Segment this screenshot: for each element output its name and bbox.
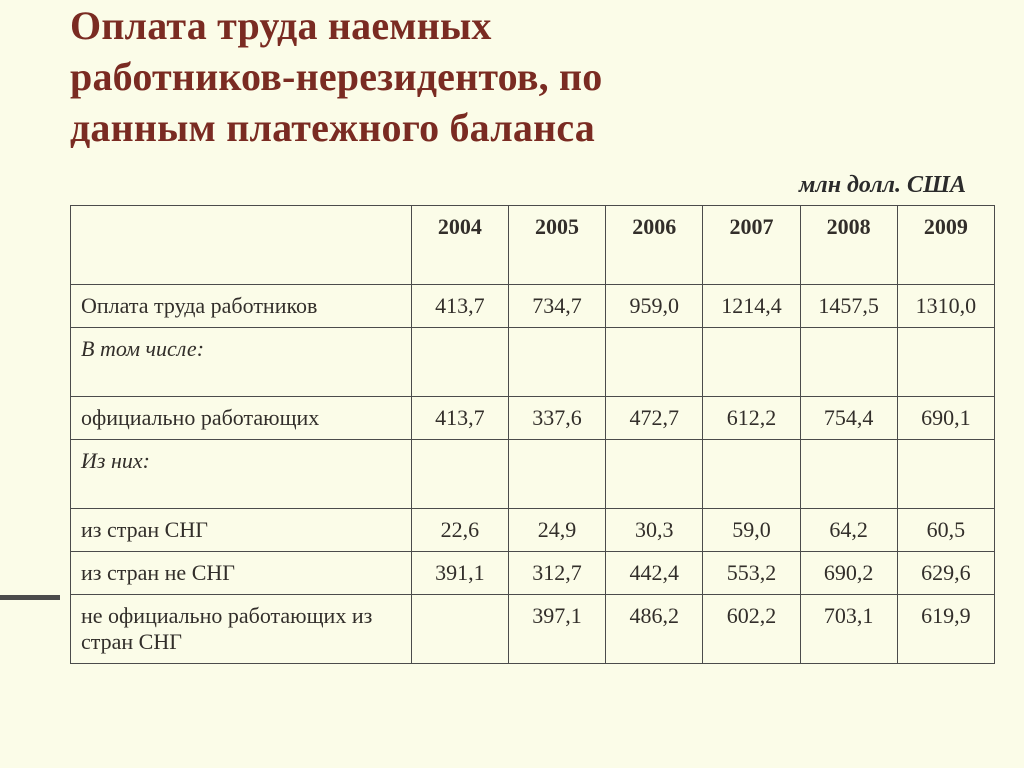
col-2006: 2006 [606,205,703,284]
cell-value [508,439,605,508]
cell-value: 1214,4 [703,284,800,327]
cell-value [800,327,897,396]
col-2009: 2009 [897,205,994,284]
col-2005: 2005 [508,205,605,284]
cell-value: 690,1 [897,396,994,439]
col-2008: 2008 [800,205,897,284]
cell-value: 612,2 [703,396,800,439]
cell-value: 337,6 [508,396,605,439]
cell-value: 60,5 [897,508,994,551]
cell-value: 472,7 [606,396,703,439]
slide: Оплата труда наемных работников-нерезиде… [0,0,1024,768]
title-line-3: данным платежного баланса [70,105,595,150]
header-blank [71,205,412,284]
cell-value: 734,7 [508,284,605,327]
cell-value [703,327,800,396]
cell-value: 703,1 [800,594,897,663]
cell-value: 486,2 [606,594,703,663]
cell-value: 391,1 [411,551,508,594]
cell-value: 442,4 [606,551,703,594]
header-row: 2004 2005 2006 2007 2008 2009 [71,205,995,284]
table-row: из стран СНГ22,624,930,359,064,260,5 [71,508,995,551]
cell-value [897,439,994,508]
table-row: не официально работающих из стран СНГ 397… [71,594,995,663]
cell-value: 619,9 [897,594,994,663]
row-label: Из них: [71,439,412,508]
table-row: Оплата труда работников413,7734,7959,012… [71,284,995,327]
cell-value: 397,1 [508,594,605,663]
slide-title: Оплата труда наемных работников-нерезиде… [70,0,1000,154]
table-row: Из них: [71,439,995,508]
cell-value [508,327,605,396]
row-label: официально работающих [71,396,412,439]
cell-value: 413,7 [411,284,508,327]
cell-value: 754,4 [800,396,897,439]
cell-value: 22,6 [411,508,508,551]
title-line-1: Оплата труда наемных [70,3,492,48]
cell-value: 1457,5 [800,284,897,327]
cell-value [411,327,508,396]
cell-value: 312,7 [508,551,605,594]
cell-value [897,327,994,396]
cell-value: 690,2 [800,551,897,594]
title-line-2: работников-нерезидентов, по [70,54,603,99]
data-table: 2004 2005 2006 2007 2008 2009 Оплата тру… [70,205,995,664]
accent-line [0,595,60,600]
cell-value: 24,9 [508,508,605,551]
row-label: из стран не СНГ [71,551,412,594]
cell-value [411,594,508,663]
cell-value: 1310,0 [897,284,994,327]
table-row: официально работающих413,7337,6472,7612,… [71,396,995,439]
cell-value: 64,2 [800,508,897,551]
cell-value: 629,6 [897,551,994,594]
table-row: В том числе: [71,327,995,396]
unit-label: млн долл. США [70,172,1000,199]
table-body: Оплата труда работников413,7734,7959,012… [71,284,995,663]
row-label: не официально работающих из стран СНГ [71,594,412,663]
cell-value [606,439,703,508]
table-row: из стран не СНГ391,1312,7442,4553,2690,2… [71,551,995,594]
cell-value: 959,0 [606,284,703,327]
cell-value: 59,0 [703,508,800,551]
table-head: 2004 2005 2006 2007 2008 2009 [71,205,995,284]
cell-value: 553,2 [703,551,800,594]
row-label: из стран СНГ [71,508,412,551]
cell-value [703,439,800,508]
cell-value [800,439,897,508]
col-2007: 2007 [703,205,800,284]
cell-value: 602,2 [703,594,800,663]
cell-value: 30,3 [606,508,703,551]
cell-value: 413,7 [411,396,508,439]
cell-value [411,439,508,508]
col-2004: 2004 [411,205,508,284]
row-label: В том числе: [71,327,412,396]
row-label: Оплата труда работников [71,284,412,327]
cell-value [606,327,703,396]
